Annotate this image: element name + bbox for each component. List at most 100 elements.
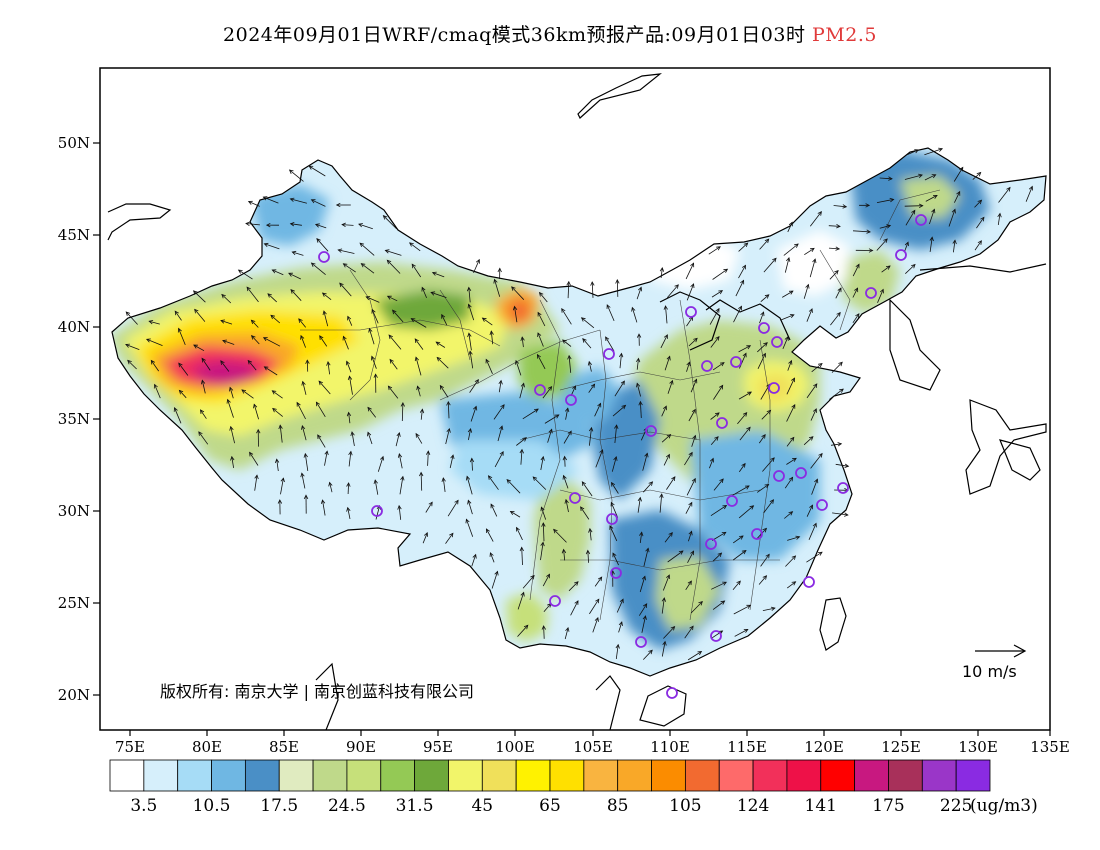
colorbar-swatch (617, 759, 652, 792)
colorbar-swatch (109, 759, 145, 792)
monitoring-stations (318, 214, 927, 699)
colorbar-label: 105 (669, 796, 701, 816)
colorbar-swatch (380, 759, 416, 792)
station-circle-icon (758, 322, 770, 334)
colorbar-label: 141 (805, 796, 837, 816)
station-circle-icon (716, 417, 728, 429)
wind-reference-label: 10 m/s (962, 662, 1017, 681)
station-circle-icon (603, 348, 615, 360)
lon-tick-label: 110E (650, 738, 690, 756)
station-circle-icon (606, 513, 618, 525)
station-circle-icon (685, 306, 697, 318)
station-circle-icon (795, 467, 807, 479)
lat-tick-label: 50N (58, 134, 90, 152)
lat-tick-label: 45N (58, 226, 90, 244)
lon-tick-label: 130E (958, 738, 998, 756)
colorbar-label: 31.5 (396, 796, 434, 816)
colorbar-swatch (346, 759, 382, 792)
lon-tick-label: 100E (495, 738, 535, 756)
lat-tick-label: 40N (58, 318, 90, 336)
colorbar-swatch (278, 759, 314, 792)
lon-tick-label: 75E (115, 738, 145, 756)
colorbar-swatch (177, 759, 212, 792)
coastlines (107, 73, 1047, 730)
station-circle-icon (816, 499, 828, 511)
station-circle-icon (726, 495, 738, 507)
colorbar-swatch (414, 759, 449, 792)
station-circle-icon (865, 287, 877, 299)
colorbar-swatch (854, 759, 889, 792)
colorbar-swatch (955, 759, 991, 792)
lat-tick-label: 20N (58, 686, 90, 704)
colorbar-swatch (583, 759, 619, 792)
lon-tick-label: 115E (727, 738, 767, 756)
colorbar-labels: 3.5 10.5 17.5 24.5 31.5 45 65 85 105 124 141 175 225 (130, 796, 972, 816)
station-circle-icon (730, 356, 742, 368)
colorbar-swatch (481, 759, 517, 792)
lon-tick-label: 120E (804, 738, 844, 756)
title-main: 2024年09月01日WRF/cmaq模式36km预报产品:09月01日03时 (223, 24, 806, 46)
station-circle-icon (915, 214, 927, 226)
colorbar-swatch (312, 759, 348, 792)
station-circle-icon (837, 482, 849, 494)
station-circle-icon (371, 505, 383, 517)
lon-tick-label: 95E (423, 738, 453, 756)
station-circle-icon (773, 470, 785, 482)
station-circle-icon (318, 251, 330, 263)
lon-tick-label: 90E (346, 738, 376, 756)
colorbar-label: 124 (737, 796, 769, 816)
colorbar-label: 10.5 (193, 796, 231, 816)
lat-tick-label: 35N (58, 410, 90, 428)
station-circle-icon (534, 384, 546, 396)
colorbar-swatch (684, 759, 720, 792)
colorbar-swatch (752, 759, 788, 792)
colorbar-label: 65 (539, 796, 561, 816)
colorbar-swatch (244, 759, 280, 792)
station-circle-icon (645, 425, 657, 437)
colorbar-label: 225 (940, 796, 972, 816)
colorbar-label: 45 (471, 796, 493, 816)
station-circle-icon (895, 249, 907, 261)
station-circle-icon (751, 528, 763, 540)
station-circle-icon (549, 595, 561, 607)
colorbar-swatch (448, 759, 483, 792)
colorbar-unit: (ug/m3) (970, 796, 1038, 816)
station-circle-icon (710, 630, 722, 642)
longitude-axis: 75E 80E 85E 90E 95E 100E 105E 110E 115E 120E 125E 1… (115, 730, 1070, 756)
province-borders (300, 189, 941, 621)
lon-tick-label: 85E (269, 738, 299, 756)
title-variable: PM2.5 (812, 24, 877, 46)
colorbar-label: 85 (607, 796, 629, 816)
map-content: 10 m/s 版权所有: 南京大学 | 南京创蓝科技有限公司 (107, 73, 1047, 730)
wind-reference-arrow (975, 644, 1027, 658)
station-circle-icon (705, 538, 717, 550)
station-circle-icon (610, 567, 622, 579)
colorbar-swatch (786, 759, 822, 792)
lon-tick-label: 125E (881, 738, 921, 756)
colorbar-swatch (651, 759, 686, 792)
map-title: 2024年09月01日WRF/cmaq模式36km预报产品:09月01日03时 … (0, 20, 1100, 47)
colorbar-label: 17.5 (260, 796, 298, 816)
colorbar-swatch (718, 759, 754, 792)
station-circle-icon (569, 492, 581, 504)
station-circle-icon (565, 394, 577, 406)
map-frame (99, 67, 1051, 731)
station-circle-icon (768, 382, 780, 394)
colorbar (109, 759, 991, 792)
copyright-text: 版权所有: 南京大学 | 南京创蓝科技有限公司 (160, 682, 474, 701)
colorbar-label: 175 (872, 796, 904, 816)
lat-tick-label: 25N (58, 594, 90, 612)
colorbar-swatch (820, 759, 856, 792)
colorbar-swatch (143, 759, 179, 792)
colorbar-swatch (888, 759, 923, 792)
station-circle-icon (771, 336, 783, 348)
lat-tick-label: 30N (58, 502, 90, 520)
lon-tick-label: 80E (192, 738, 222, 756)
colorbar-swatch (921, 759, 957, 792)
colorbar-label: 24.5 (328, 796, 366, 816)
station-circle-icon (803, 576, 815, 588)
lon-tick-label: 135E (1030, 738, 1070, 756)
station-circle-icon (666, 687, 678, 699)
colorbar-label: 3.5 (130, 796, 157, 816)
